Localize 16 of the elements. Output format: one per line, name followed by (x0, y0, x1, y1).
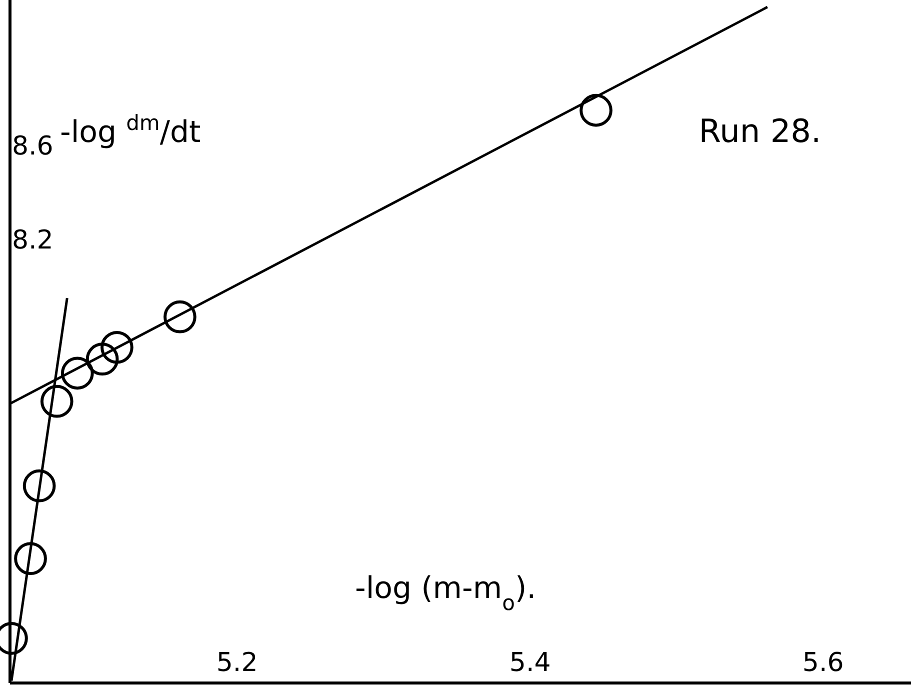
annotation: Run 28. (698, 112, 822, 150)
point (22, 469, 56, 502)
point (580, 94, 612, 127)
y-axis-title: -log $^{dm}$/dt (60, 111, 202, 150)
point (164, 300, 196, 334)
point (14, 542, 47, 575)
y-tick-label: 8.6 (12, 132, 54, 162)
point (60, 356, 94, 390)
x-axis-title: -log (m-m$_{o}$). (355, 571, 536, 615)
x-tick-label: 5.4 (509, 648, 551, 678)
x-tick-label: 5.2 (216, 648, 258, 678)
y-tick-label: 8.2 (12, 226, 54, 256)
point (40, 384, 74, 418)
point (86, 342, 119, 376)
point (100, 330, 134, 364)
x-tick-label: 5.6 (802, 648, 844, 678)
